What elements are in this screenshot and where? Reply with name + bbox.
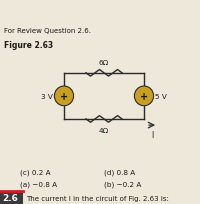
Text: 4Ω: 4Ω — [99, 128, 109, 134]
Text: 5 V: 5 V — [155, 93, 167, 99]
FancyBboxPatch shape — [0, 191, 23, 204]
Text: The current I in the circuit of Fig. 2.63 is:: The current I in the circuit of Fig. 2.6… — [26, 195, 169, 201]
Text: Figure 2.63: Figure 2.63 — [4, 41, 53, 50]
Text: For Review Question 2.6.: For Review Question 2.6. — [4, 28, 91, 33]
Text: 2.6: 2.6 — [2, 193, 18, 202]
Text: I: I — [151, 130, 153, 139]
Circle shape — [134, 86, 154, 106]
Text: (a) −0.8 A: (a) −0.8 A — [20, 181, 57, 187]
Text: (b) −0.2 A: (b) −0.2 A — [104, 181, 141, 187]
Text: (d) 0.8 A: (d) 0.8 A — [104, 168, 135, 175]
Text: +: + — [140, 91, 148, 101]
Text: +: + — [60, 91, 68, 101]
Text: 3 V: 3 V — [41, 93, 53, 99]
Text: (c) 0.2 A: (c) 0.2 A — [20, 168, 51, 175]
Text: 6Ω: 6Ω — [99, 59, 109, 65]
Circle shape — [54, 86, 74, 106]
